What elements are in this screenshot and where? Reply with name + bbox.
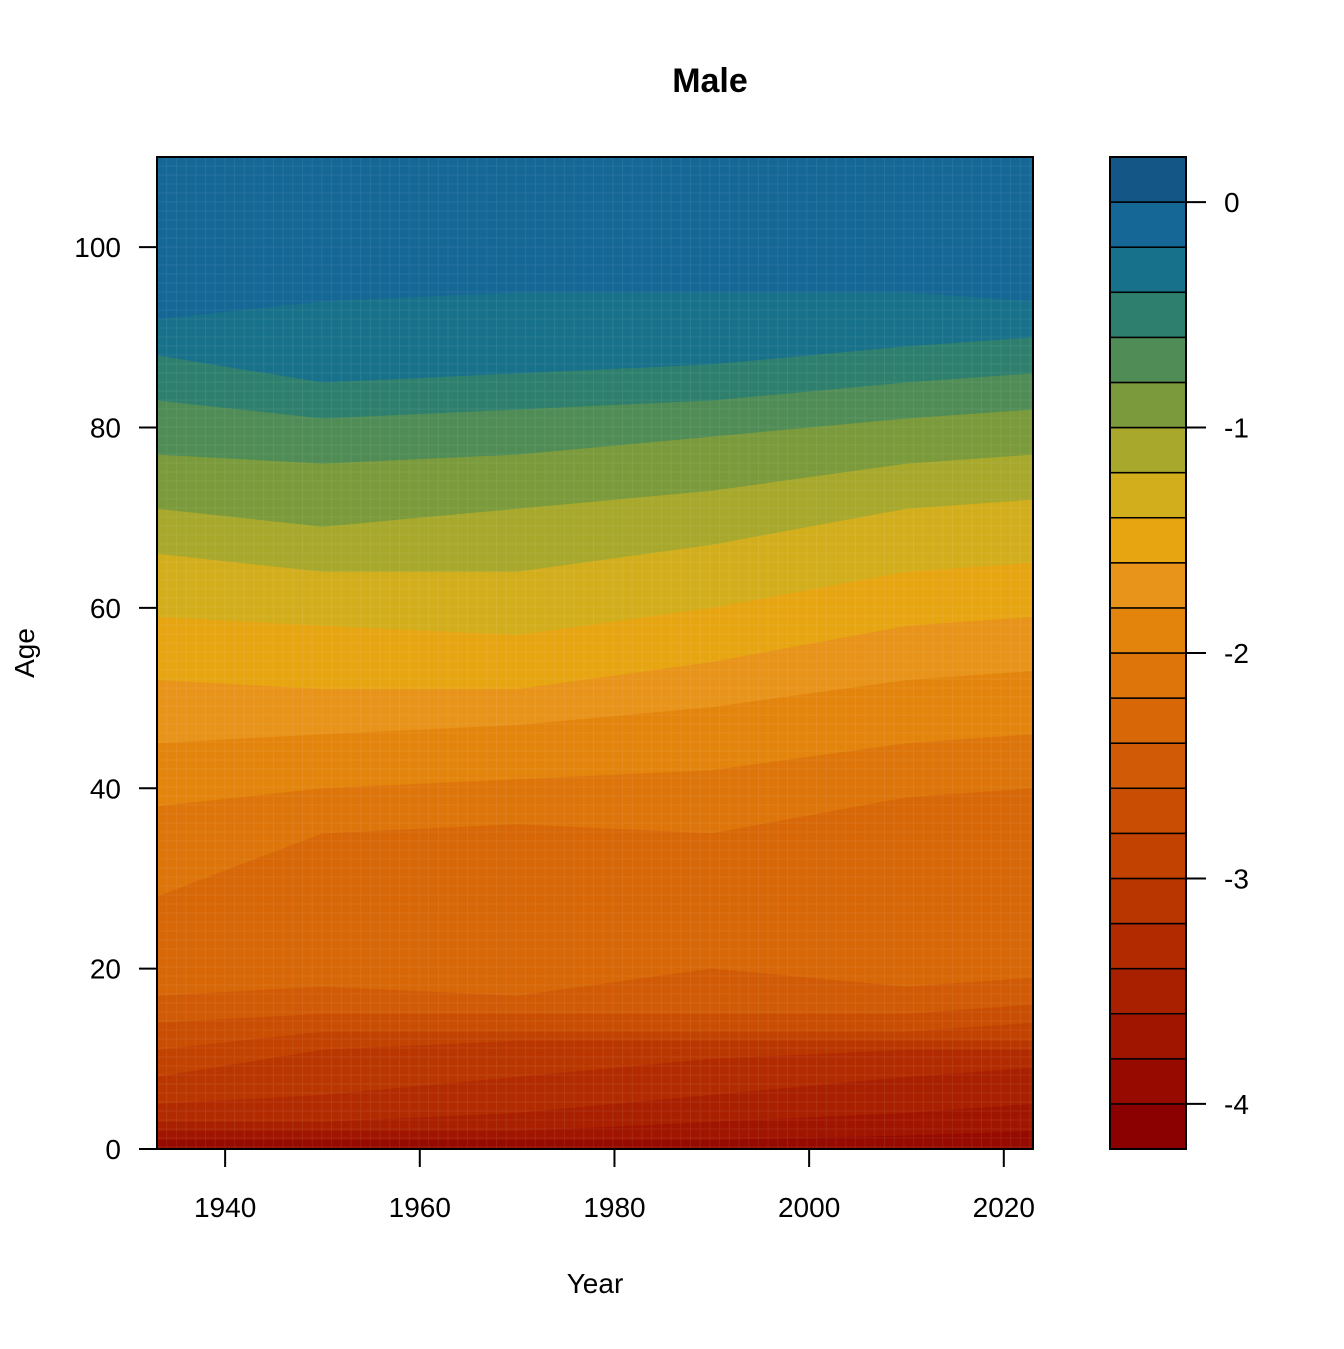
legend-swatch: [1109, 652, 1187, 699]
legend-swatch: [1109, 291, 1187, 339]
legend-tick-label: 0: [1224, 187, 1240, 218]
legend-swatch: [1109, 426, 1187, 474]
y-tick-label: 0: [105, 1134, 121, 1165]
legend-swatch: [1109, 562, 1187, 609]
legend-tick-label: -2: [1224, 638, 1249, 669]
y-tick-label: 40: [90, 773, 121, 804]
legend-swatch: [1109, 381, 1187, 429]
legend-swatch: [1109, 246, 1187, 294]
x-tick-label: 1940: [194, 1192, 256, 1223]
legend-swatch: [1109, 336, 1187, 384]
contour-fills: [157, 157, 1033, 1150]
x-axis: 1940 1960 1980 2000 2020: [194, 1148, 1035, 1223]
x-axis-label: Year: [567, 1268, 624, 1299]
color-legend: 0 -1 -2 -3 -4: [1109, 156, 1249, 1150]
y-tick-label: 20: [90, 954, 121, 985]
x-tick-label: 1980: [583, 1192, 645, 1223]
y-axis: 0 20 40 60 80 100: [74, 232, 158, 1165]
legend-swatch: [1109, 516, 1187, 564]
legend-swatch: [1109, 697, 1187, 744]
y-tick-label: 100: [74, 232, 121, 263]
legend-swatch: [1109, 471, 1187, 519]
x-tick-label: 2020: [973, 1192, 1035, 1223]
legend-swatch: [1109, 607, 1187, 654]
legend-swatch: [1109, 877, 1187, 925]
legend-tick-label: -3: [1224, 863, 1249, 894]
legend-swatch: [1109, 156, 1187, 203]
x-tick-label: 2000: [778, 1192, 840, 1223]
legend-swatch: [1109, 832, 1187, 880]
x-tick-label: 1960: [389, 1192, 451, 1223]
legend-swatch: [1109, 1012, 1187, 1060]
y-axis-label: Age: [9, 628, 40, 678]
legend-tick-label: -4: [1224, 1089, 1249, 1120]
legend-swatch: [1109, 922, 1187, 970]
legend-swatch: [1109, 787, 1187, 835]
chart-title: Male: [672, 62, 748, 100]
legend-swatch: [1109, 1058, 1187, 1105]
legend-swatch: [1109, 967, 1187, 1015]
legend-swatch: [1109, 1103, 1187, 1150]
legend-tick-label: -1: [1224, 413, 1249, 444]
y-tick-label: 80: [90, 413, 121, 444]
contour-band: [157, 1131, 1033, 1149]
legend-swatch: [1109, 742, 1187, 790]
y-tick-label: 60: [90, 593, 121, 624]
legend-swatch: [1109, 201, 1187, 248]
